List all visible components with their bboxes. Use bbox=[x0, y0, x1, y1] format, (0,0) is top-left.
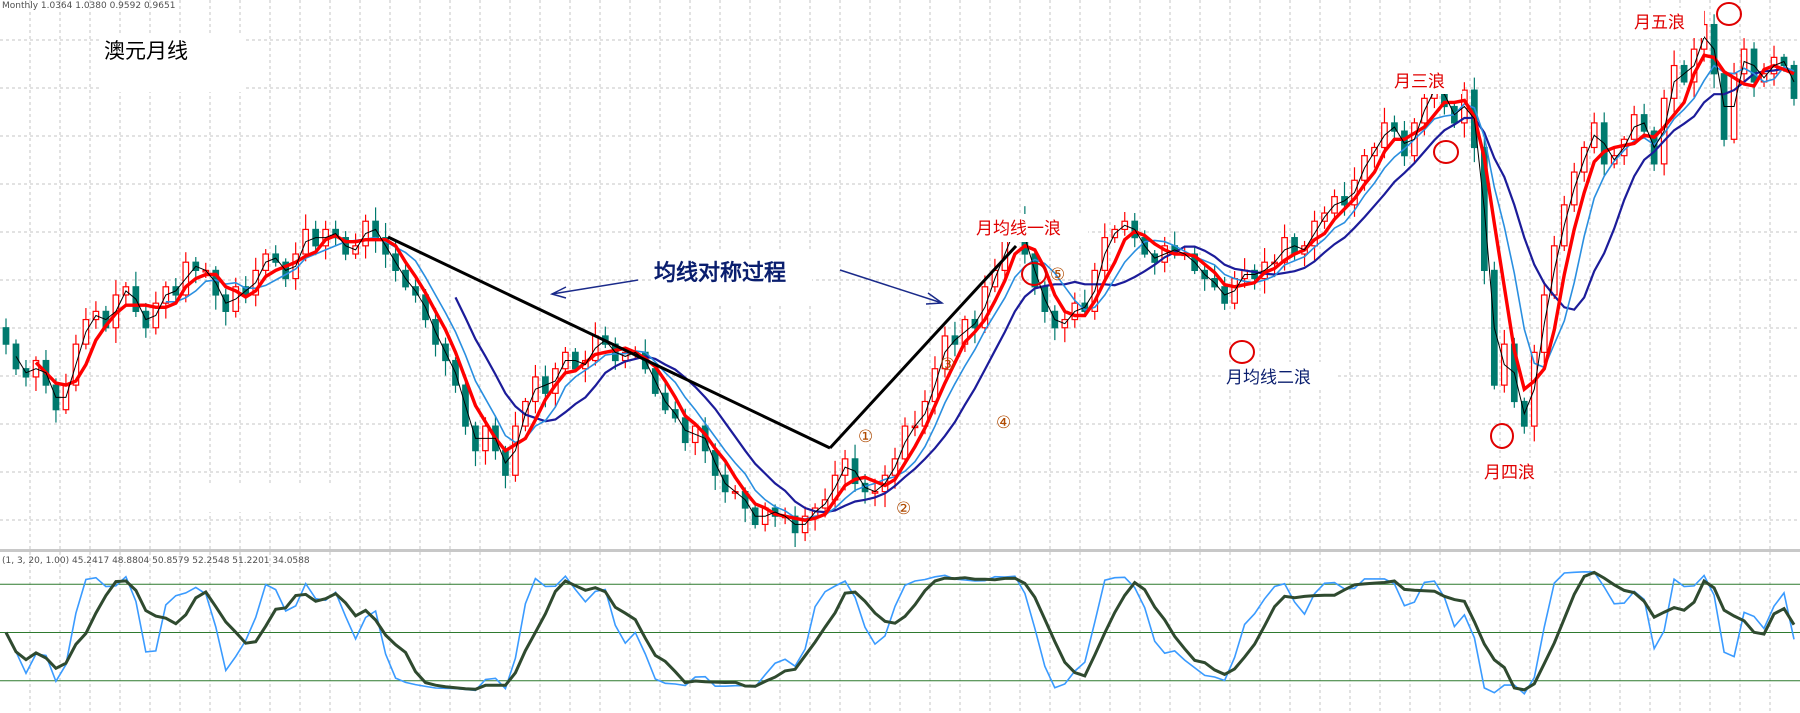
wave3-label: 月三浪 bbox=[1394, 72, 1445, 92]
main-pane-info: Monthly 1.0364 1.0380 0.9592 0.9651 bbox=[2, 1, 175, 11]
ma-wave1-label: 月均线一浪 bbox=[976, 219, 1061, 239]
oscillator-info: (1, 3, 20, 1.00) 45.2417 48.8804 50.8579… bbox=[2, 556, 310, 566]
wave2-label-box bbox=[1222, 362, 1338, 390]
arrow-right bbox=[839, 269, 943, 304]
wave3-label-box bbox=[1390, 66, 1462, 94]
subwave-5: ⑤ bbox=[1050, 265, 1065, 285]
moving-average-line-2 bbox=[165, 64, 1795, 520]
wave5-top-circle bbox=[1716, 2, 1742, 26]
moving-averages bbox=[15, 35, 1795, 525]
subwave-2: ② bbox=[896, 499, 911, 519]
oscillator-fast-line bbox=[5, 570, 1795, 696]
oscillator-slow-line bbox=[4, 570, 1796, 692]
candle bbox=[1790, 60, 1798, 106]
arrow-right-head bbox=[925, 292, 945, 305]
pane-separator bbox=[0, 549, 1800, 552]
title-box bbox=[102, 36, 244, 92]
moving-average-line-3 bbox=[34, 53, 1795, 523]
candle bbox=[2, 318, 10, 355]
wave1-label-box bbox=[970, 214, 1088, 242]
candle bbox=[1720, 70, 1728, 147]
wave4-label-box bbox=[1480, 458, 1552, 486]
subwave-1: ① bbox=[858, 427, 873, 447]
symmetry-label-box bbox=[652, 250, 812, 306]
candle-body bbox=[2, 327, 10, 345]
subwave-4: ④ bbox=[996, 413, 1011, 433]
moving-average-line-4 bbox=[15, 35, 1795, 525]
moving-average-line-1 bbox=[454, 67, 1795, 514]
symmetry-line-left bbox=[387, 235, 831, 450]
candle-body bbox=[1790, 64, 1798, 99]
chart-title: 澳元月线 bbox=[104, 39, 188, 63]
wave4-bottom-circle bbox=[1490, 423, 1514, 449]
symmetry-label: 均线对称过程 bbox=[654, 260, 786, 286]
wave5-label: 月五浪 bbox=[1634, 13, 1685, 33]
oscillator-pane bbox=[0, 570, 1800, 696]
wave2-bottom-circle bbox=[1229, 340, 1255, 364]
wave1-top-circle bbox=[1021, 262, 1047, 286]
subwave-3: ③ bbox=[940, 355, 955, 375]
wave3-top-circle bbox=[1433, 140, 1459, 164]
wave4-label: 月四浪 bbox=[1484, 463, 1535, 483]
arrow-left-head bbox=[549, 286, 567, 299]
arrow-left bbox=[551, 279, 639, 295]
candle bbox=[1550, 235, 1558, 299]
wave5-label-box bbox=[1628, 8, 1704, 38]
ma-wave2-label: 月均线二浪 bbox=[1226, 368, 1311, 388]
symmetry-line-right bbox=[828, 244, 1018, 450]
blank-label-box bbox=[184, 484, 334, 512]
